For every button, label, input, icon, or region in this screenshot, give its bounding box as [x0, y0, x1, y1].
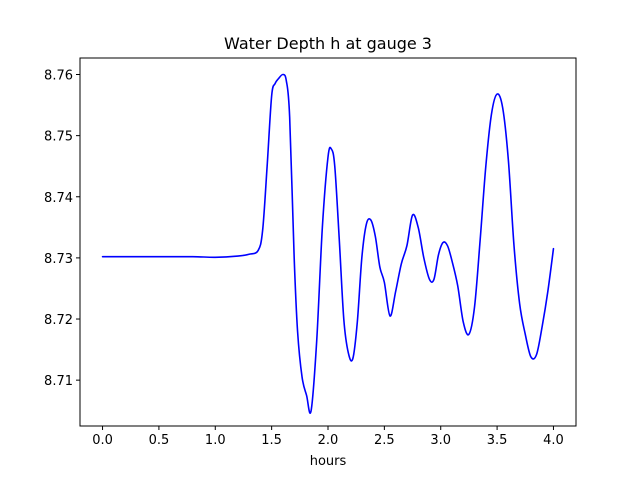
x-tick-label: 3.5: [487, 433, 508, 448]
x-tick-label: 2.0: [318, 433, 339, 448]
y-tick-label: 8.73: [44, 252, 73, 267]
x-axis-label: hours: [309, 454, 347, 469]
axes-frame: [79, 57, 577, 427]
y-tick-label: 8.74: [44, 191, 73, 206]
x-tick-label: 1.5: [261, 433, 282, 448]
y-tick-label: 8.72: [44, 313, 73, 328]
y-tick-label: 8.71: [44, 374, 73, 389]
x-tick-label: 0.5: [149, 433, 170, 448]
x-tick-label: 0.0: [92, 433, 113, 448]
x-tick-label: 1.0: [205, 433, 226, 448]
y-tick-label: 8.76: [44, 69, 73, 84]
ticks-layer: 0.0 0.5 1.0 1.5 2.0 2.5 3.0 3.5 4.0 8.71 8.72 8.73 8…: [44, 69, 564, 448]
x-tick-label: 2.5: [374, 433, 395, 448]
x-tick-label: 4.0: [543, 433, 564, 448]
x-tick-label: 3.0: [430, 433, 451, 448]
chart-title: Water Depth h at gauge 3: [224, 34, 432, 53]
y-tick-label: 8.75: [44, 130, 73, 145]
series-line-water-depth: [101, 73, 555, 414]
